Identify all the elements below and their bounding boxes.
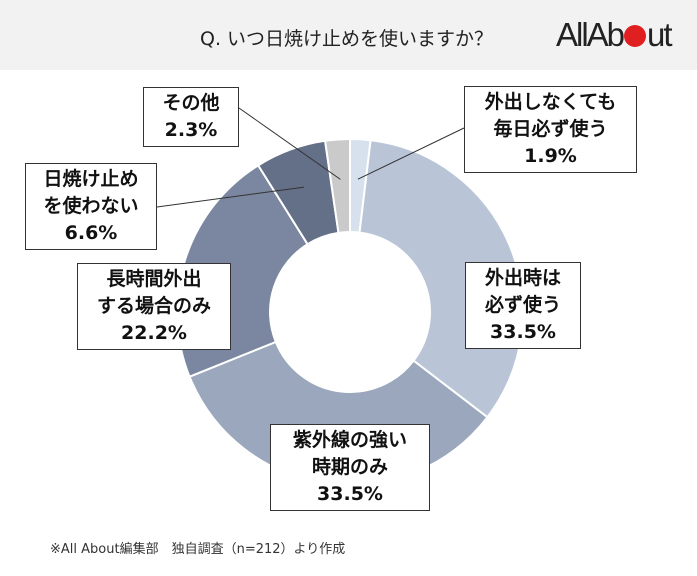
label-line: 外出しなくても — [484, 91, 617, 113]
donut-slice — [323, 137, 351, 234]
label-pct: 6.6% — [64, 222, 118, 244]
all-about-logo: AllAb ut — [556, 16, 673, 53]
label-strong-uv: 紫外線の強い 時期のみ 33.5% — [270, 424, 430, 511]
label-line: 紫外線の強い — [292, 429, 407, 451]
label-line: 日焼け止め — [43, 168, 139, 190]
chart-title: Q. いつ日焼け止めを使いますか？ — [200, 28, 494, 50]
leader-line — [357, 127, 465, 180]
label-pct: 33.5% — [317, 483, 383, 505]
label-line: 毎日必ず使う — [493, 118, 608, 140]
label-every-day: 外出しなくても 毎日必ず使う 1.9% — [464, 86, 637, 173]
label-line: 長時間外出 — [106, 268, 202, 290]
label-line: する場合のみ — [96, 295, 211, 317]
label-pct: 2.3% — [164, 119, 218, 141]
label-other: その他 2.3% — [143, 87, 239, 147]
label-line: 必ず使う — [484, 294, 561, 316]
label-line: 時期のみ — [311, 456, 388, 478]
leader-line — [238, 107, 341, 180]
label-long-outing: 長時間外出する場合のみ 22.2% — [77, 263, 231, 350]
label-line: を使わない — [43, 195, 139, 217]
label-when-out: 外出時は必ず使う 33.5% — [465, 262, 581, 349]
leader-line — [156, 186, 305, 208]
label-pct: 22.2% — [121, 322, 187, 344]
label-line: その他 — [162, 92, 220, 114]
label-not-use: 日焼け止めを使わない 6.6% — [25, 163, 157, 250]
label-line: 外出時は — [484, 267, 561, 289]
label-pct: 33.5% — [490, 321, 556, 343]
footnote: ※All About編集部 独自調査（n=212）より作成 — [50, 542, 346, 557]
header: Q. いつ日焼け止めを使いますか？ AllAb ut — [0, 0, 697, 70]
label-pct: 1.9% — [524, 145, 577, 167]
